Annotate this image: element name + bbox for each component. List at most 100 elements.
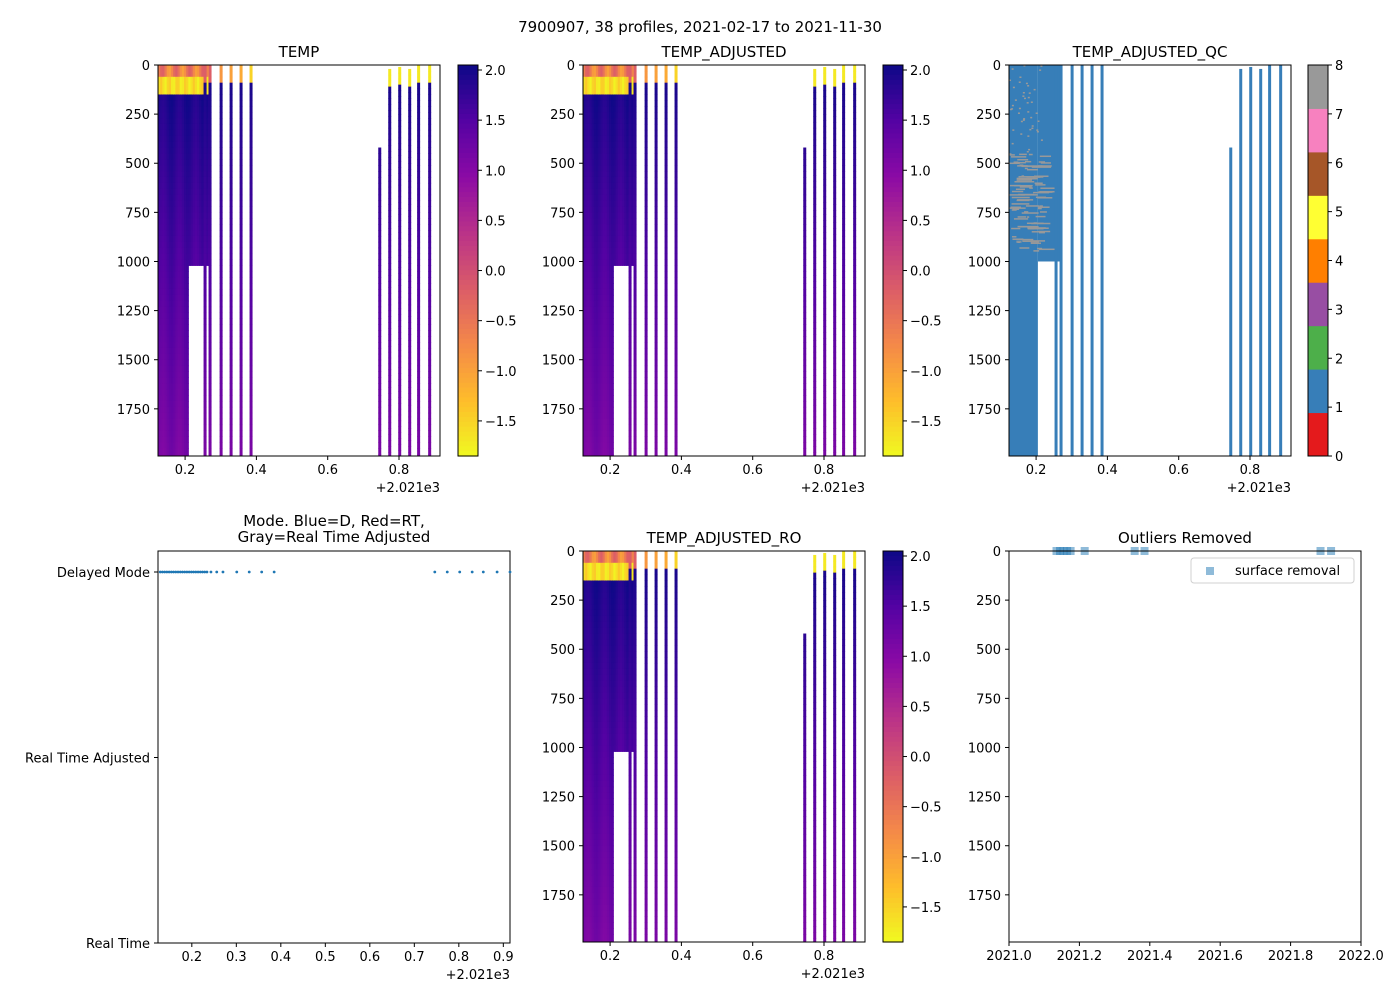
profile-column [833,121,837,129]
heatmap-cell [602,241,606,249]
heatmap-cell [162,418,166,426]
heatmap-cell [609,430,612,437]
heatmap-cell [622,194,625,202]
heatmap-cell [622,135,625,143]
heatmap-cell [175,82,179,90]
profile-column [823,397,827,404]
mode-point [196,570,200,574]
heatmap-cell [589,662,593,670]
heatmap-cell [177,259,181,266]
qc-profile-column [1239,68,1243,456]
heatmap-cell [188,135,192,143]
heatmap-cell [602,259,606,266]
heatmap-cell [184,306,187,314]
heatmap-cell [585,65,588,72]
heatmap-cell [613,147,617,154]
qc-flag-cell [1024,211,1029,213]
qc-flag-cell [1019,76,1022,78]
heatmap-cell [626,176,630,184]
profile-column [208,82,212,90]
heatmap-cell [186,359,189,367]
heatmap-cell [587,928,591,935]
heatmap-cell [602,442,606,449]
heatmap-cell [181,454,185,456]
profile-column [239,206,243,213]
colorbar-segment [883,436,903,442]
heatmap-cell [613,182,617,190]
heatmap-cell [585,395,588,402]
profile-column [833,210,837,217]
heatmap-cell [194,100,198,107]
profile-column [408,139,412,147]
colorbar-segment [883,148,903,154]
profile-column [239,377,243,384]
heatmap-cell [589,230,593,237]
mode-point [209,570,213,574]
heatmap-cell [190,247,194,255]
heatmap-cell [186,241,189,249]
heatmap-cell [188,171,192,178]
heatmap-cell [184,65,187,72]
heatmap-cell [171,230,174,237]
profile-column [249,123,253,131]
profile-column [853,424,857,431]
profile-column [249,271,253,278]
qc-flag-cell [1027,96,1030,99]
profile-column [229,424,233,431]
profile-column [644,365,648,373]
heatmap-cell [205,206,209,213]
heatmap-cell [158,194,161,202]
heatmap-cell [613,129,617,137]
heatmap-cell [596,247,599,255]
heatmap-cell [184,129,187,137]
heatmap-cell [190,171,194,178]
profile-column [249,230,253,237]
heatmap-cell [585,892,588,900]
profile-column [249,176,253,184]
heatmap-cell [194,153,198,160]
profile-column [654,271,658,278]
qc-flag-cell [1018,177,1038,180]
heatmap-cell [604,82,608,90]
profile-column [633,247,637,255]
profile-column [644,288,648,296]
colorbar-segment [883,309,903,315]
profile-column [654,288,658,296]
heatmap-cell [611,176,614,184]
profile-column [674,118,678,125]
heatmap-cell [589,123,593,131]
heatmap-cell [175,218,179,225]
heatmap-cell [604,306,608,314]
heatmap-cell [598,359,601,367]
heatmap-cell [596,206,599,213]
profile-column [674,406,678,414]
profile-column [203,330,207,337]
profile-column [203,412,207,420]
heatmap-cell [175,330,179,337]
heatmap-cell [598,454,601,456]
heatmap-cell [587,247,591,255]
profile-column [417,165,421,172]
heatmap-cell [181,82,185,90]
heatmap-cell [589,833,593,841]
heatmap-cell [611,371,614,378]
heatmap-cell [630,188,634,196]
heatmap-cell [168,141,172,149]
heatmap-cell [585,442,588,449]
profile-column [644,176,648,184]
heatmap-cell [583,159,586,166]
profile-column [664,153,668,160]
heatmap-cell [617,253,621,261]
profile-column [633,454,637,456]
colorbar-segment [883,299,903,306]
profile-column [219,100,223,107]
profile-column [239,76,243,84]
heatmap-cell [606,265,610,272]
heatmap-cell [585,574,588,581]
heatmap-cell [173,94,176,101]
profile-column [664,212,668,219]
heatmap-cell [168,418,172,426]
heatmap-cell [609,324,612,331]
heatmap-cell [188,188,192,196]
heatmap-cell [622,206,625,213]
